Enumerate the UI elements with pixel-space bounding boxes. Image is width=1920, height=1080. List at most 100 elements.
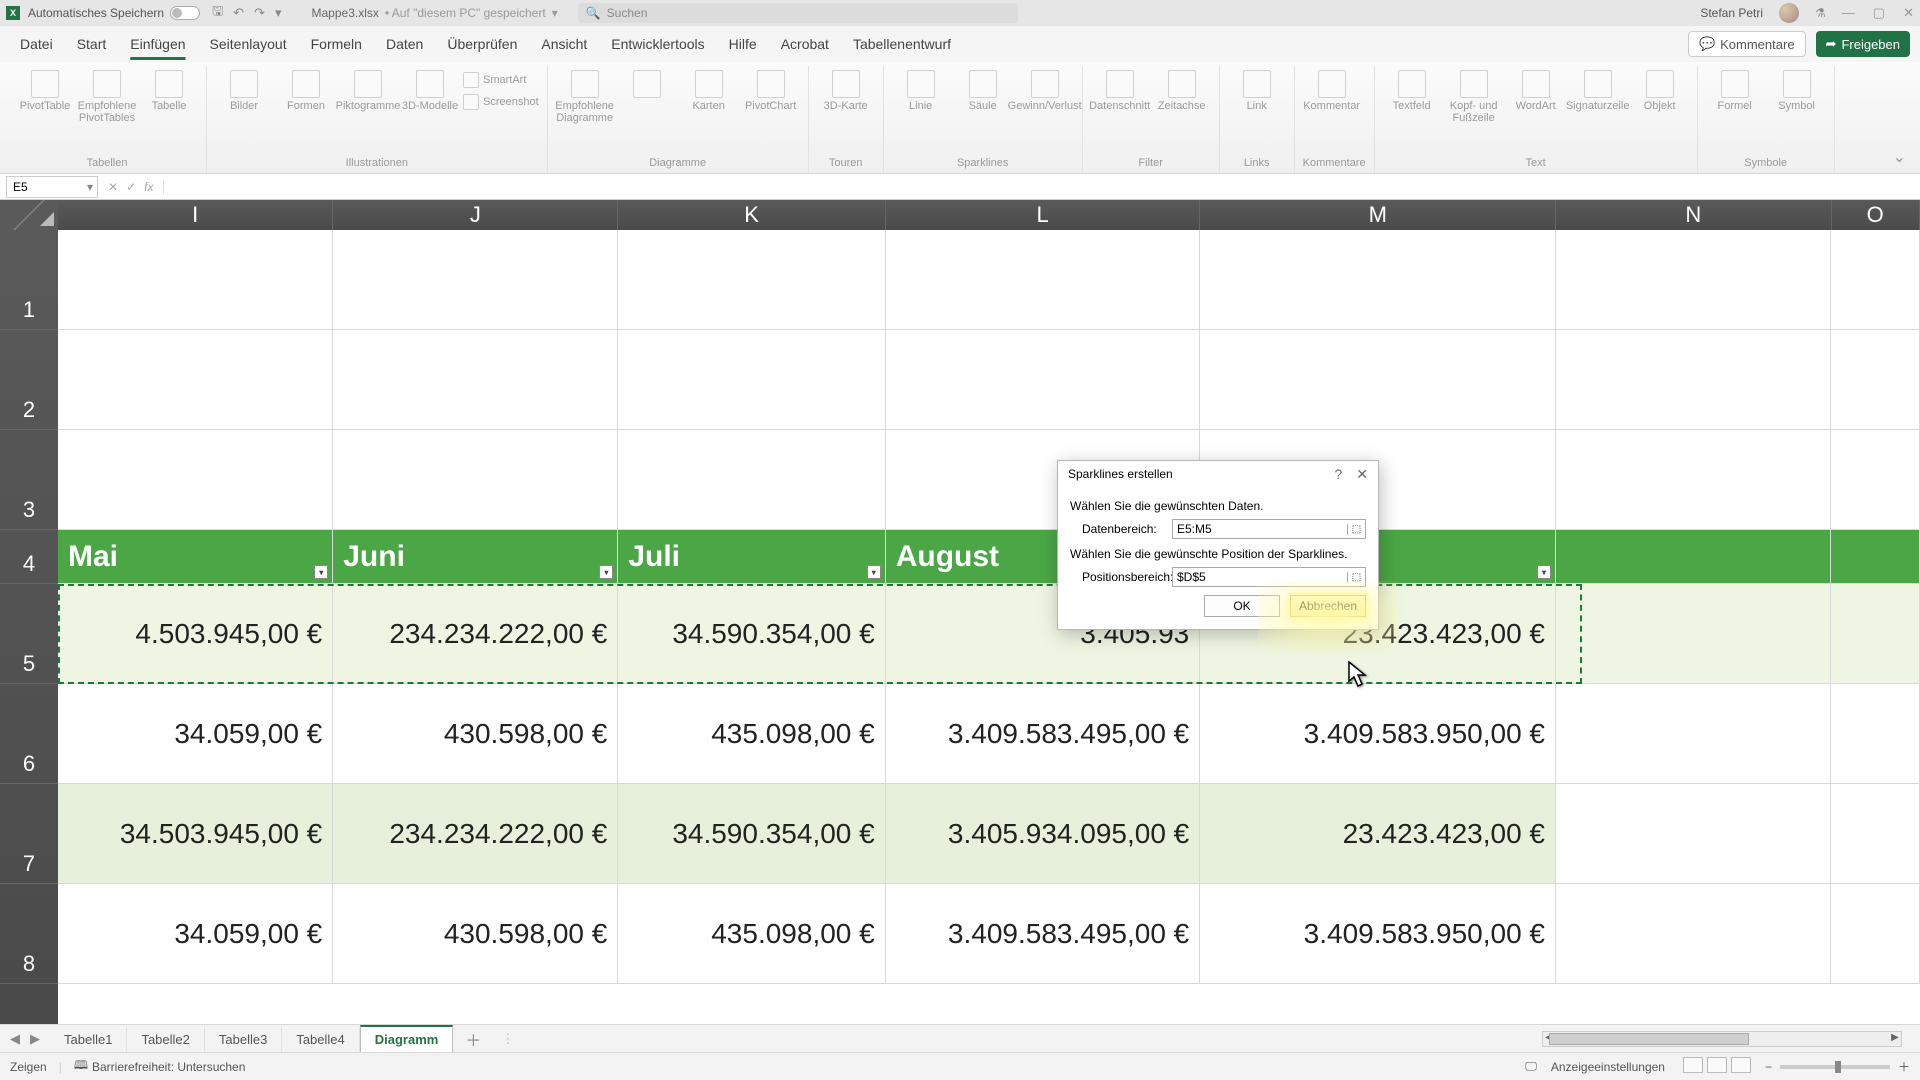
ribbon-button[interactable]: Empfohlene PivotTables — [78, 70, 136, 124]
data-cell[interactable] — [1831, 684, 1920, 784]
user-avatar[interactable] — [1779, 3, 1799, 23]
row-header-2[interactable]: 2 — [0, 330, 58, 430]
ribbon-button[interactable]: PivotChart — [742, 70, 800, 112]
view-buttons[interactable] — [1679, 1057, 1751, 1076]
ribbon-button[interactable]: 3D-Modelle — [401, 70, 459, 112]
ribbon-button[interactable]: Piktogramme — [339, 70, 397, 112]
zoom-slider[interactable] — [1780, 1065, 1890, 1069]
header-cell[interactable]: Juli▾ — [618, 530, 885, 584]
row-header-6[interactable]: 6 — [0, 684, 58, 784]
sheet-tab-tabelle1[interactable]: Tabelle1 — [50, 1027, 127, 1052]
data-cell[interactable]: 34.503.945,00 € — [58, 784, 333, 884]
data-cell[interactable] — [333, 230, 618, 330]
ribbon-button[interactable]: Link — [1228, 70, 1286, 112]
data-range-selector-button[interactable]: ⬚ — [1347, 524, 1365, 535]
data-cell[interactable]: 3.405.934.095,00 € — [886, 784, 1201, 884]
data-cell[interactable]: 3.409.583.950,00 € — [1200, 884, 1556, 984]
sheet-tab-tabelle3[interactable]: Tabelle3 — [205, 1027, 282, 1052]
sheet-tab-tabelle2[interactable]: Tabelle2 — [127, 1027, 204, 1052]
ribbon-button[interactable]: SmartArt — [463, 70, 539, 90]
search-box[interactable]: 🔍 Suchen — [578, 3, 1018, 23]
filter-button[interactable]: ▾ — [867, 565, 881, 579]
dialog-titlebar[interactable]: Sparklines erstellen ? ✕ — [1058, 461, 1378, 487]
column-header-L[interactable]: L — [886, 200, 1201, 230]
data-cell[interactable] — [1831, 784, 1920, 884]
ribbon-button[interactable]: Objekt — [1631, 70, 1689, 112]
ribbon-button[interactable]: WordArt — [1507, 70, 1565, 112]
horizontal-scrollbar[interactable]: ◀ ▶ — [1542, 1031, 1902, 1047]
data-cell[interactable] — [58, 330, 333, 430]
qat-dropdown-icon[interactable]: ▾ — [275, 5, 282, 21]
data-cell[interactable] — [1556, 430, 1831, 530]
ribbon-tab-acrobat[interactable]: Acrobat — [769, 28, 841, 60]
row-header-3[interactable]: 3 — [0, 430, 58, 530]
header-cell[interactable]: Mai▾ — [58, 530, 333, 584]
ribbon-button[interactable]: Bilder — [215, 70, 273, 112]
ribbon-button[interactable]: Textfeld — [1383, 70, 1441, 112]
ribbon-button[interactable]: Säule — [954, 70, 1012, 112]
filter-button[interactable]: ▾ — [314, 565, 328, 579]
ribbon-button[interactable]: Signaturzeile — [1569, 70, 1627, 112]
ribbon-button[interactable]: Kommentar — [1303, 70, 1361, 112]
cancel-button[interactable]: Abbrechen — [1290, 595, 1366, 617]
zoom-control[interactable]: − ＋ — [1765, 1058, 1910, 1075]
row-header-8[interactable]: 8 — [0, 884, 58, 984]
ribbon-button[interactable]: Kopf- und Fußzeile — [1445, 70, 1503, 124]
maximize-button[interactable]: ▢ — [1873, 5, 1885, 21]
doc-dropdown-icon[interactable]: ▾ — [552, 6, 558, 20]
data-cell[interactable] — [618, 430, 885, 530]
column-header-I[interactable]: I — [58, 200, 333, 230]
dialog-close-icon[interactable]: ✕ — [1356, 466, 1368, 483]
ribbon-tab-formeln[interactable]: Formeln — [299, 28, 374, 60]
select-all-corner[interactable] — [0, 200, 58, 230]
data-cell[interactable] — [1556, 684, 1831, 784]
data-cell[interactable]: 4.503.945,00 € — [58, 584, 333, 684]
ribbon-button[interactable]: Linie — [892, 70, 950, 112]
data-cell[interactable]: 234.234.222,00 € — [333, 584, 618, 684]
position-range-selector-button[interactable]: ⬚ — [1347, 572, 1365, 583]
minimize-button[interactable]: — — [1842, 5, 1855, 21]
data-cell[interactable] — [1556, 884, 1831, 984]
hscroll-thumb[interactable] — [1549, 1033, 1749, 1045]
ribbon-button[interactable]: Karten — [680, 70, 738, 112]
data-cell[interactable] — [58, 230, 333, 330]
row-header-1[interactable]: 1 — [0, 230, 58, 330]
data-cell[interactable] — [333, 330, 618, 430]
data-cell[interactable]: 34.590.354,00 € — [618, 784, 885, 884]
share-button[interactable]: ➦ Freigeben — [1816, 31, 1910, 57]
user-name[interactable]: Stefan Petri — [1700, 6, 1763, 20]
data-cell[interactable]: 430.598,00 € — [333, 884, 618, 984]
ribbon-button[interactable]: Screenshot — [463, 92, 539, 112]
comments-button[interactable]: 💬 Kommentare — [1688, 31, 1806, 57]
sheet-nav-next-icon[interactable]: ▶ — [30, 1031, 40, 1047]
data-cell[interactable]: 34.590.354,00 € — [618, 584, 885, 684]
name-box[interactable]: E5 ▾ — [6, 176, 98, 198]
data-cell[interactable]: 435.098,00 € — [618, 684, 885, 784]
ribbon-button[interactable]: Gewinn/Verlust — [1016, 70, 1074, 112]
hscroll-right-icon[interactable]: ▶ — [1887, 1032, 1903, 1046]
ribbon-tab-einfügen[interactable]: Einfügen — [118, 28, 197, 60]
redo-icon[interactable]: ↷ — [254, 5, 265, 21]
sheet-nav-prev-icon[interactable]: ◀ — [10, 1031, 20, 1047]
column-header-K[interactable]: K — [618, 200, 885, 230]
close-button[interactable]: ✕ — [1903, 5, 1914, 21]
ok-button[interactable]: OK — [1204, 595, 1280, 617]
ribbon-button[interactable]: Formen — [277, 70, 335, 112]
ribbon-button[interactable]: Formel — [1706, 70, 1764, 112]
row-header-5[interactable]: 5 — [0, 584, 58, 684]
column-header-N[interactable]: N — [1556, 200, 1831, 230]
column-header-J[interactable]: J — [333, 200, 618, 230]
data-cell[interactable] — [1556, 784, 1831, 884]
cancel-formula-icon[interactable]: ✕ — [108, 180, 118, 194]
data-cell[interactable] — [618, 230, 885, 330]
filter-button[interactable]: ▾ — [599, 565, 613, 579]
ribbon-button[interactable]: Empfohlene Diagramme — [556, 70, 614, 124]
ribbon-tab-start[interactable]: Start — [65, 28, 119, 60]
header-cell[interactable] — [1556, 530, 1831, 584]
dialog-help-icon[interactable]: ? — [1334, 466, 1342, 483]
column-header-M[interactable]: M — [1200, 200, 1556, 230]
ribbon-tab-ansicht[interactable]: Ansicht — [529, 28, 599, 60]
name-box-dropdown-icon[interactable]: ▾ — [83, 180, 97, 194]
ribbon-button[interactable]: Zeitachse — [1153, 70, 1211, 112]
save-icon[interactable]: 🖫 — [212, 2, 223, 24]
